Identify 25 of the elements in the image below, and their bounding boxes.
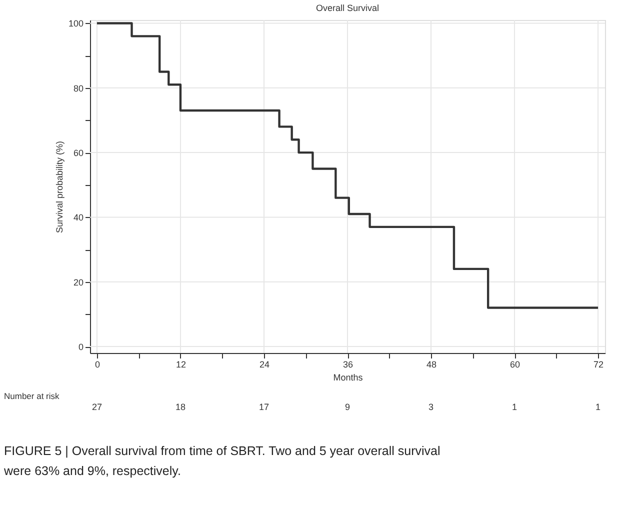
text: 1 [512,402,518,412]
text: Number at risk [4,391,60,401]
y-axis-title: Survival probability (%) [54,140,64,234]
caption: FIGURE 5 | Overall survival from time of SBRT. Two and 5 year overall survival were 63% and 9%, respectively. [3,444,440,478]
x-tick-label: 24 [259,360,270,370]
x-tick-label: 60 [510,360,520,370]
x-tick-label: 72 [594,360,604,370]
y-tick-label: 40 [73,212,84,223]
text: 27 [92,402,102,412]
y-tick-label: 60 [73,148,84,158]
chart-title: Overall Survival [316,3,380,14]
x-tick-label: 0 [94,360,100,370]
text: 3 [428,402,434,412]
x-tick-label: 12 [176,360,186,370]
y-tick-label: 100 [68,18,84,29]
y-tick-label: 0 [78,342,84,352]
text: 1 [596,402,601,412]
y-tick-label: 80 [73,83,84,94]
text: 9 [344,402,350,412]
x-tick-label: 48 [426,360,437,370]
x-axis-title: Months [333,372,364,382]
y-tick-label: 20 [73,277,84,288]
x-tick-label: 36 [342,360,354,370]
text: 17 [258,402,269,412]
text: 18 [175,402,186,412]
